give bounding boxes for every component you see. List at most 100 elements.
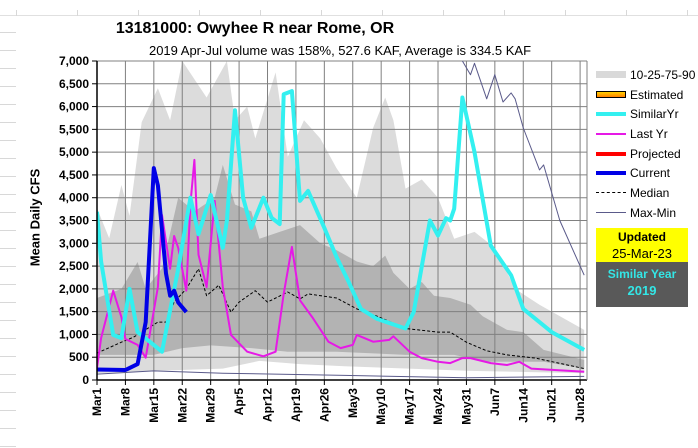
spreadsheet-row-line (0, 32, 16, 33)
spreadsheet-col-line (199, 10, 200, 16)
y-tick-label: 500 (69, 350, 89, 364)
line-swatch-icon (596, 112, 626, 117)
line-swatch-icon (596, 151, 626, 156)
spreadsheet-row-line (0, 338, 16, 339)
spreadsheet-row-line (0, 50, 16, 51)
spreadsheet-col-line (565, 10, 566, 16)
spreadsheet-col-line (16, 10, 17, 16)
spreadsheet-col-line (626, 10, 627, 16)
x-tick-label: Mar22 (175, 388, 189, 423)
legend-label: SimilarYr (630, 107, 679, 122)
dashed-line-swatch-icon (596, 192, 626, 194)
y-tick-label: 1,500 (59, 305, 89, 319)
legend-label: Projected (630, 146, 681, 161)
spreadsheet-row-line (0, 446, 16, 447)
series-max (461, 61, 585, 276)
y-tick-label: 2,000 (59, 282, 89, 296)
similar-year-value: 2019 (627, 283, 657, 298)
spreadsheet-gridline (0, 15, 698, 16)
spreadsheet-col-line (77, 10, 78, 16)
spreadsheet-col-line (504, 10, 505, 16)
x-tick-label: Jun14 (516, 388, 530, 423)
y-tick-label: 3,500 (59, 214, 89, 228)
chart-title: 13181000: Owyhee R near Rome, OR (115, 20, 395, 37)
legend-label: Estimated (630, 87, 684, 102)
legend-item-percentiles: 10-25-75-90 (596, 65, 695, 85)
updated-date: 25-Mar-23 (612, 246, 672, 261)
spreadsheet-row-line (0, 266, 16, 267)
y-tick-label: 2,500 (59, 259, 89, 273)
y-tick-label: 3,000 (59, 236, 89, 250)
x-tick-label: Jun28 (573, 388, 587, 423)
chart-subtitle: 2019 Apr-Jul volume was 158%, 527.6 KAF,… (148, 43, 532, 58)
legend-label: 10-25-75-90 (630, 67, 696, 82)
spreadsheet-row-line (0, 302, 16, 303)
spreadsheet-row-line (0, 392, 16, 393)
line-swatch-icon (596, 171, 626, 176)
x-tick-label: Apr5 (232, 388, 246, 416)
spreadsheet-col-line (260, 10, 261, 16)
x-tick-label: Apr12 (261, 388, 275, 422)
spreadsheet-row-line (0, 248, 16, 249)
spreadsheet-col-line (138, 10, 139, 16)
legend-label: Last Yr (630, 126, 668, 141)
updated-label: Updated (618, 230, 666, 244)
spreadsheet-col-line (382, 10, 383, 16)
spreadsheet-row-line (0, 284, 16, 285)
y-tick-label: 0 (82, 373, 89, 387)
legend-label: Max-Min (630, 205, 677, 220)
x-tick-label: Mar29 (204, 388, 218, 423)
y-tick-label: 6,000 (59, 100, 89, 114)
x-tick-label: Mar1 (90, 388, 104, 416)
spreadsheet-row-line (0, 86, 16, 87)
spreadsheet-col-line (321, 10, 322, 16)
spreadsheet-row-line (0, 176, 16, 177)
legend-item-maxmin: Max-Min (596, 203, 695, 223)
spreadsheet-row-line (0, 374, 16, 375)
line-swatch-icon (596, 212, 626, 214)
x-tick-label: May31 (459, 388, 473, 425)
y-tick-label: 5,000 (59, 145, 89, 159)
y-tick-label: 1,000 (59, 327, 89, 341)
x-tick-label: Mar8 (118, 388, 132, 416)
spreadsheet-row-line (0, 68, 16, 69)
x-tick-label: May17 (403, 388, 417, 425)
legend-item-median: Median (596, 183, 695, 203)
spreadsheet-row-line (0, 410, 16, 411)
x-tick-label: Apr26 (317, 388, 331, 422)
x-tick-label: Jun21 (545, 388, 559, 423)
legend-item-current: Current (596, 163, 695, 183)
legend: 10-25-75-90 Estimated SimilarYr Last Yr … (596, 65, 695, 223)
x-tick-label: Jun7 (488, 388, 502, 416)
x-tick-label: May3 (346, 388, 360, 418)
spreadsheet-row-line (0, 320, 16, 321)
x-tick-label: May10 (374, 388, 388, 425)
spreadsheet-row-line (0, 158, 16, 159)
series-current (97, 166, 188, 372)
legend-item-estimated: Estimated (596, 85, 695, 105)
spreadsheet-row-line (0, 122, 16, 123)
spreadsheet-col-line (443, 10, 444, 16)
legend-item-projected: Projected (596, 144, 695, 164)
spreadsheet-row-line (0, 194, 16, 195)
similar-year-label: Similar Year (607, 267, 677, 281)
spreadsheet-col-line (687, 10, 688, 16)
y-tick-label: 7,000 (59, 54, 89, 68)
line-swatch-icon (596, 132, 626, 135)
spreadsheet-row-line (0, 230, 16, 231)
x-tick-label: May24 (431, 388, 445, 425)
x-tick-label: Apr19 (289, 388, 303, 422)
legend-item-similaryr: SimilarYr (596, 104, 695, 124)
spreadsheet-row-line (0, 212, 16, 213)
legend-label: Current (630, 166, 671, 181)
series-last-yr (97, 158, 585, 373)
series-similaryr (97, 89, 586, 354)
updated-box: Updated 25-Mar-23 (596, 228, 688, 262)
series-min (97, 370, 585, 379)
y-tick-label: 4,500 (59, 168, 89, 182)
similar-year-box: Similar Year 2019 (596, 262, 688, 307)
legend-item-lastyr: Last Yr (596, 124, 695, 144)
legend-label: Median (630, 185, 670, 200)
